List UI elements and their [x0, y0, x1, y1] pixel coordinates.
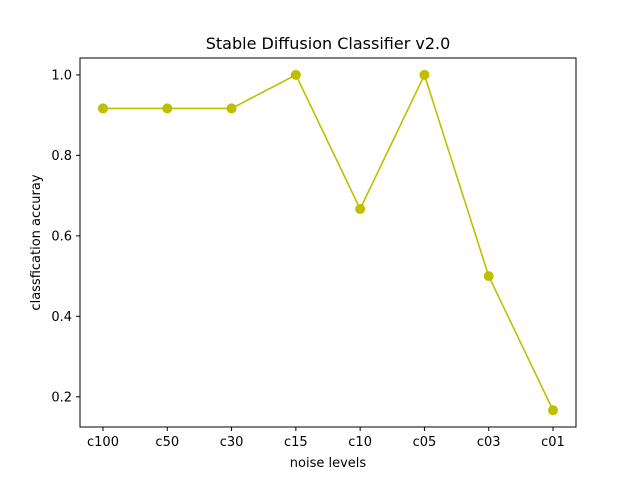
data-point	[355, 204, 366, 215]
x-tick-label: c10	[348, 435, 372, 450]
x-tick-label: c05	[413, 435, 437, 450]
y-axis-label: classfication accuray	[29, 174, 44, 310]
y-tick-label: 0.8	[51, 149, 72, 164]
y-tick-label: 0.6	[51, 229, 72, 244]
x-tick-label: c01	[541, 435, 565, 450]
data-point	[419, 69, 430, 80]
data-point	[226, 103, 237, 114]
x-axis-ticks: c100 c50 c30 c15 c10 c05 c03 c01	[87, 427, 565, 450]
y-axis-ticks: 0.2 0.4 0.6 0.8 1.0	[51, 68, 80, 405]
x-tick-label: c100	[87, 435, 119, 450]
x-tick-label: c50	[155, 435, 179, 450]
plot-area	[80, 58, 576, 427]
data-point	[483, 271, 494, 282]
plot-frame	[79, 57, 577, 428]
y-tick-label: 1.0	[51, 68, 72, 83]
y-tick-label: 0.4	[51, 310, 72, 325]
data-point	[290, 69, 301, 80]
series-line	[103, 72, 554, 411]
chart-title: Stable Diffusion Classifier v2.0	[206, 34, 451, 53]
x-tick-label: c30	[220, 435, 244, 450]
data-point	[548, 405, 558, 416]
y-tick-label: 0.2	[51, 390, 72, 405]
data-point	[162, 103, 173, 114]
series-layer	[98, 69, 558, 416]
data-point	[98, 103, 108, 114]
x-tick-label: c15	[284, 435, 308, 450]
x-axis-label: noise levels	[290, 456, 367, 471]
x-tick-label: c03	[477, 435, 501, 450]
